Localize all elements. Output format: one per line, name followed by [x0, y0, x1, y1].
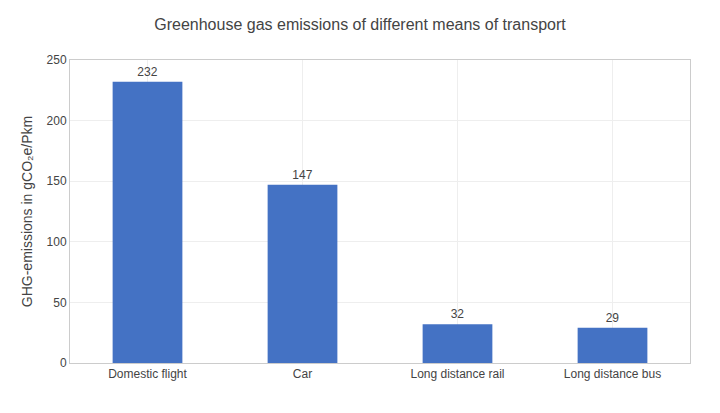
svg-text:200: 200 [47, 114, 67, 128]
svg-text:232: 232 [137, 65, 157, 79]
svg-text:Domestic flight: Domestic flight [108, 367, 187, 381]
svg-text:250: 250 [47, 53, 67, 67]
svg-text:150: 150 [47, 174, 67, 188]
svg-text:147: 147 [292, 168, 312, 182]
svg-text:0: 0 [60, 356, 67, 370]
svg-text:32: 32 [451, 307, 465, 321]
svg-text:GHG-emissions in gCO₂e/Pkm: GHG-emissions in gCO₂e/Pkm [19, 116, 35, 307]
svg-text:Long distance bus: Long distance bus [564, 367, 661, 381]
svg-text:Long distance rail: Long distance rail [410, 367, 504, 381]
svg-text:29: 29 [606, 311, 620, 325]
svg-text:50: 50 [53, 296, 67, 310]
svg-text:Car: Car [293, 367, 312, 381]
svg-text:100: 100 [47, 235, 67, 249]
svg-text:Greenhouse gas emissions of di: Greenhouse gas emissions of different me… [154, 16, 566, 33]
